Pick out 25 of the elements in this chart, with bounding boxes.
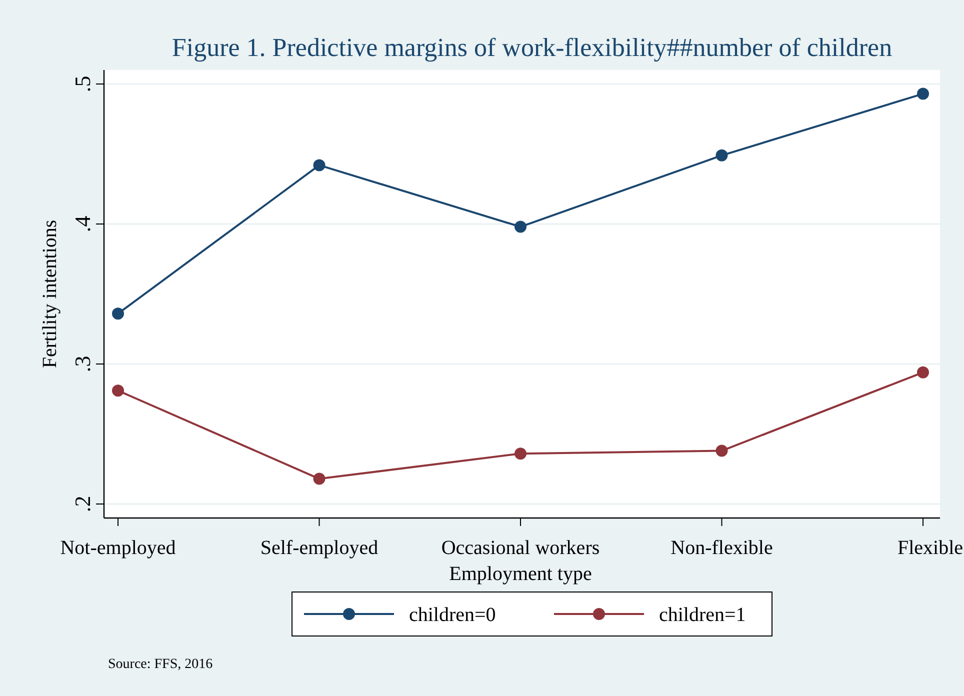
y-axis-title: Fertility intentions [39,220,61,368]
x-tick-label: Occasional workers [441,537,600,559]
point [917,88,929,100]
chart-title: Figure 1. Predictive margins of work-flexibility##number of children [172,33,892,62]
x-axis-title: Employment type [449,563,592,585]
point [514,448,526,460]
y-tick-label: .4 [70,216,95,232]
x-tick-label: Not-employed [60,537,176,559]
point [917,366,929,378]
legend-label: children=1 [659,604,746,626]
y-tick-label: .5 [70,76,95,92]
source-note: Source: FFS, 2016 [108,657,213,672]
point [514,220,526,233]
x-tick-label: Non-flexible [670,537,773,559]
x-tick-label: Flexible [897,537,964,559]
legend-label: children=0 [409,604,496,626]
y-tick-label: .3 [70,356,95,372]
point [716,149,728,162]
point [313,472,326,485]
point [716,444,728,457]
point [112,384,124,397]
x-tick-label: Self-employed [260,537,378,559]
y-tick-label: .2 [70,496,95,512]
point [112,308,124,320]
point [313,159,326,172]
